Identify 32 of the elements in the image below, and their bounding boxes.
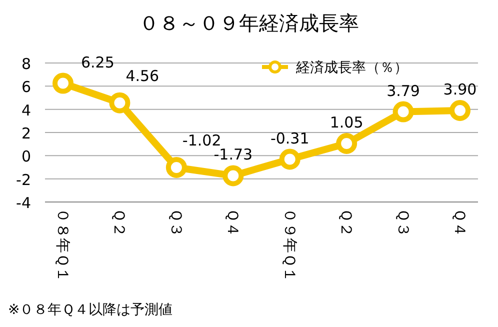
data-label: 4.56	[126, 66, 160, 85]
point	[336, 133, 358, 154]
x-tick-label: Ｑ２	[110, 208, 129, 237]
text: ※０８年Ｑ４以降は予測値	[8, 302, 173, 318]
point	[279, 148, 300, 170]
point	[52, 72, 74, 94]
y-tick-label: 2	[21, 124, 31, 142]
point	[450, 100, 470, 121]
y-tick-label: 0	[21, 148, 31, 166]
data-label: 1.05	[330, 114, 364, 132]
point	[392, 101, 414, 122]
point	[109, 92, 130, 114]
x-tick-label: Ｑ３	[394, 208, 412, 237]
x-tick-label: Ｑ２	[338, 208, 356, 237]
data-label: 6.25	[81, 53, 114, 72]
data-label: -0.31	[270, 129, 310, 148]
y-tick-label: -2	[16, 170, 31, 189]
chart-title: ０８～０９年経済成長率	[139, 11, 359, 35]
legend-label: 経済成長率（％）	[295, 60, 408, 76]
y-tick-label: 4	[21, 101, 31, 120]
data-label: 3.90	[443, 80, 477, 98]
x-tick-label: Ｑ４	[451, 208, 469, 237]
point	[166, 156, 187, 178]
point	[222, 165, 244, 186]
y-tick-label: 6	[21, 78, 31, 96]
x-tick-label: ０８年Ｑ１	[54, 208, 72, 282]
x-tick-label: Ｑ３	[167, 208, 186, 237]
x-tick-label: Ｑ４	[224, 208, 242, 237]
x-tick-label: ０９年Ｑ１	[280, 208, 299, 282]
data-label: 3.79	[386, 82, 420, 100]
y-tick-label: -4	[16, 194, 31, 212]
y-tick-label: 8	[21, 55, 31, 73]
